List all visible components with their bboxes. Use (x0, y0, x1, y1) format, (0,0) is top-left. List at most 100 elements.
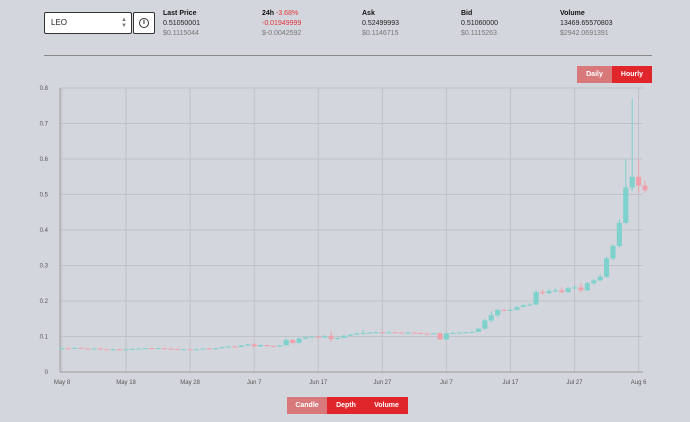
bid-label: Bid (461, 10, 473, 17)
x-tick-label: May 18 (116, 380, 136, 386)
candle-body (552, 290, 558, 292)
chart-grid (60, 87, 643, 373)
y-tick-label: 0.3 (40, 264, 49, 270)
candle-body (456, 332, 462, 334)
volume-stat: Volume 13469.65570803 $2942.0691391 (560, 9, 613, 39)
candle-body (200, 348, 206, 350)
candle-body (642, 185, 648, 191)
ask-usd: $0.1146715 (362, 30, 399, 37)
candle-body (482, 320, 488, 329)
candle-body (258, 345, 264, 347)
symbol-select[interactable]: LEO ▲ ▼ (44, 12, 132, 34)
candle-body (411, 332, 417, 334)
candle-body (431, 333, 437, 335)
candle-body (226, 346, 232, 348)
last-price-label: Last Price (163, 10, 197, 17)
chart-view-toggle: Candle Depth Volume (287, 397, 408, 414)
market-header: LEO ▲ ▼ i Last Price 0.51050001 $0.111504… (0, 0, 690, 56)
candle-body (501, 309, 507, 311)
candle-body (322, 336, 328, 338)
volume-button[interactable]: Volume (365, 397, 408, 414)
candle-body (571, 287, 578, 289)
candle-body (97, 348, 104, 350)
candle-body (270, 346, 276, 348)
candle-body (123, 349, 129, 351)
change-24h-pct: -3.68% (276, 10, 299, 17)
candle-body (283, 340, 289, 346)
candle-body (418, 332, 424, 334)
change-24h-stat: 24h -3.68% -0.01949999 $-0.0042592 (262, 9, 301, 39)
ask-value: 0.52499993 (362, 20, 399, 27)
candle-body (488, 315, 494, 321)
candle-body (309, 336, 315, 338)
bid-value: 0.51060000 (461, 20, 498, 27)
volume-label: Volume (560, 10, 585, 17)
candle-body (354, 333, 360, 335)
candle-body (161, 348, 168, 350)
info-icon: i (139, 18, 149, 28)
candle-body (290, 340, 296, 343)
candle-body (264, 345, 270, 347)
header-divider (44, 55, 652, 56)
candle-body (616, 222, 622, 246)
candle-body (245, 344, 251, 346)
info-button[interactable]: i (133, 12, 155, 34)
candle-body (610, 245, 616, 259)
candle-body (206, 348, 212, 350)
candle-body (373, 332, 379, 334)
y-tick-label: 0.6 (40, 157, 49, 163)
x-tick-label: Aug 6 (631, 380, 647, 386)
select-arrows-icon: ▲ ▼ (121, 17, 127, 29)
candle-body (507, 309, 514, 311)
hourly-button[interactable]: Hourly (612, 66, 652, 83)
y-tick-label: 0 (45, 370, 49, 376)
candle-body (527, 304, 533, 306)
candle-body (136, 348, 142, 350)
x-tick-label: May 8 (54, 380, 71, 386)
candle-body (168, 348, 174, 350)
candle-body (302, 337, 309, 339)
x-tick-label: May 28 (180, 380, 200, 386)
candle-body (91, 348, 97, 350)
candle-body (636, 176, 642, 186)
candle-body (386, 332, 392, 334)
depth-button[interactable]: Depth (327, 397, 365, 414)
daily-button[interactable]: Daily (577, 66, 612, 83)
candle-body (565, 288, 571, 293)
candle-body (398, 332, 405, 334)
candle-body (341, 335, 347, 338)
candle-button[interactable]: Candle (287, 397, 327, 414)
candle-body (366, 332, 373, 334)
candle-body (514, 307, 520, 310)
candle-body (213, 348, 219, 350)
x-tick-label: Jul 7 (440, 380, 453, 386)
candle-body (603, 258, 610, 277)
candle-body (450, 332, 456, 334)
y-tick-label: 0.4 (40, 228, 49, 234)
candle-body (328, 336, 334, 339)
candle-body (110, 349, 116, 351)
candle-body (117, 349, 123, 351)
y-tick-label: 0.7 (40, 122, 49, 128)
candle-body (219, 347, 225, 349)
y-tick-label: 0.5 (40, 193, 49, 199)
change-24h-usd: $-0.0042592 (262, 30, 302, 37)
candle-body (578, 287, 584, 291)
symbol-select-value: LEO (51, 18, 68, 27)
bid-stat: Bid 0.51060000 $0.1115263 (461, 9, 498, 39)
candle-body (533, 292, 539, 305)
candle-body (251, 344, 257, 347)
change-24h-value: -0.01949999 (262, 20, 302, 27)
x-tick-label: Jul 27 (567, 380, 584, 386)
change-24h-label: 24h (262, 10, 275, 17)
candle-body (469, 331, 475, 333)
candle-body (539, 292, 546, 294)
candle-body (149, 348, 155, 350)
candle-body (85, 348, 91, 350)
candle-body (59, 348, 65, 350)
last-price-stat: Last Price 0.51050001 $0.1115044 (163, 9, 200, 39)
x-tick-label: Jun 7 (247, 380, 262, 386)
candle-body (392, 332, 398, 334)
ask-label: Ask (362, 10, 375, 17)
candle-body (142, 348, 148, 350)
